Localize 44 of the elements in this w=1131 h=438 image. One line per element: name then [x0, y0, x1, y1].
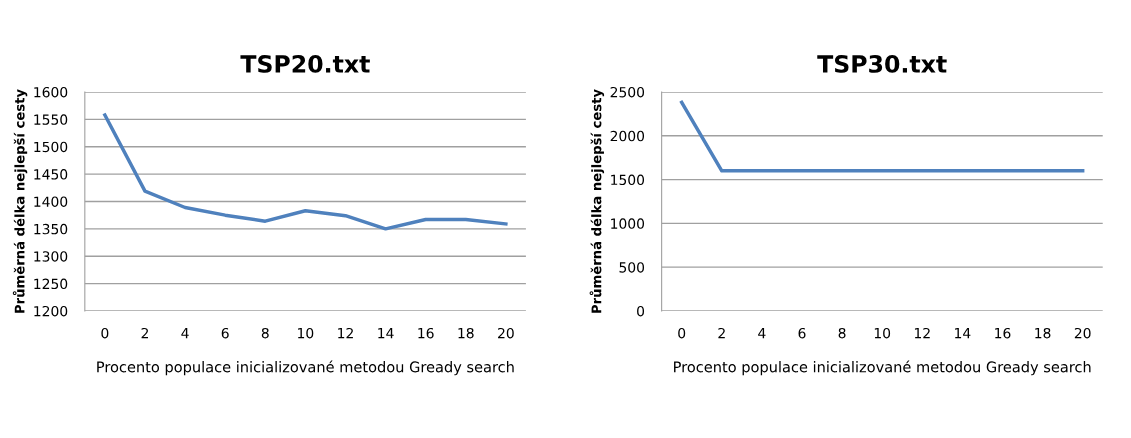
y-tick-label: 1350	[34, 223, 68, 235]
y-tick-label: 1300	[34, 251, 68, 262]
y-tick-label: 1200	[34, 305, 68, 317]
x-tick-label: 16	[418, 327, 434, 339]
y-tick-label: 1400	[34, 196, 68, 207]
x-tick-label: 4	[181, 328, 189, 339]
y-tick-label: 0	[637, 305, 645, 317]
line-series	[103, 113, 508, 231]
y-tick-label: 1500	[611, 174, 645, 186]
y-tick-label: 1000	[611, 218, 645, 229]
x-tick-label: 6	[798, 327, 806, 339]
x-tick-label: 8	[261, 327, 269, 339]
x-tick-label: 0	[678, 327, 686, 339]
x-tick-label: 2	[718, 327, 725, 339]
x-tick-label: 20	[1074, 327, 1091, 339]
y-tick-label: 2500	[610, 86, 645, 98]
x-axis-title: Procento populace inicializované metodou Gready search	[674, 360, 1091, 376]
y-tick-label: 500	[619, 262, 645, 273]
x-tick-label: 16	[995, 327, 1011, 339]
y-tick-label: 1600	[34, 86, 68, 98]
x-tick-label: 2	[141, 327, 148, 339]
x-tick-label: 0	[101, 327, 109, 339]
x-tick-label: 12	[914, 327, 930, 339]
y-axis-title: Průměrná délka nejlepší cesty	[589, 89, 605, 313]
y-tick-label: 1500	[34, 141, 68, 153]
y-axis-title: Průměrná délka nejlepší cesty	[12, 89, 28, 313]
x-tick-label: 20	[498, 327, 514, 339]
chart-title: TSP20.txt	[240, 55, 370, 73]
x-axis-title: Procento populace inicializované metodou Gready search	[97, 360, 514, 376]
x-tick-label: 18	[458, 327, 474, 339]
x-tick-label: 14	[378, 328, 394, 339]
y-tick-label: 1450	[34, 169, 68, 180]
x-tick-label: 14	[955, 328, 971, 339]
x-tick-label: 10	[874, 327, 891, 339]
x-tick-label: 18	[1035, 327, 1051, 339]
x-tick-label: 4	[758, 328, 766, 339]
chart-title: TSP30.txt	[817, 55, 947, 73]
y-tick-label: 1250	[34, 278, 68, 290]
x-tick-label: 12	[338, 327, 353, 339]
x-tick-label: 10	[298, 327, 314, 339]
y-tick-label: 1550	[34, 114, 68, 125]
x-tick-label: 8	[838, 327, 846, 339]
y-tick-label: 2000	[610, 130, 645, 142]
x-tick-label: 6	[221, 327, 229, 339]
